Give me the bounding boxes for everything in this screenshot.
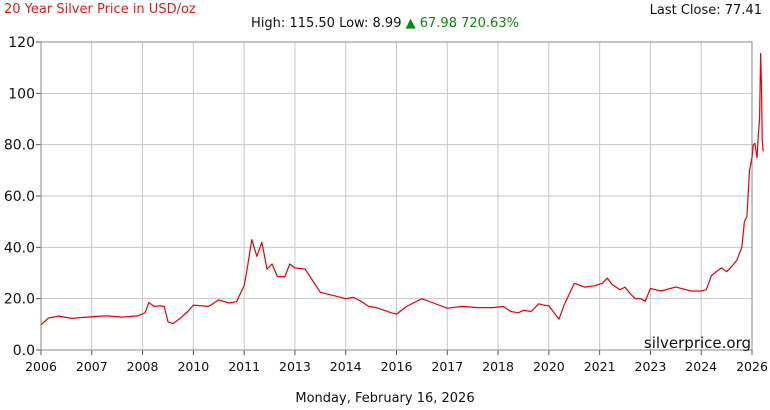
x-tick-label: 2023 [635,359,667,374]
chart-title: 20 Year Silver Price in USD/oz [4,2,196,17]
x-tick-label: 2011 [228,359,260,374]
last-close-value: 77.41 [724,3,762,18]
y-tick-label: 20.0 [4,292,35,308]
last-close-label: Last Close: [649,3,721,18]
plot-border [40,41,753,351]
x-tick-label: 2007 [76,359,108,374]
low-value: 8.99 [372,16,402,31]
y-tick-label: 120 [8,35,35,51]
series [40,52,764,326]
y-tick-label: 100 [8,86,35,102]
grid [40,41,753,351]
x-tick-label: 2026 [736,359,768,374]
axes [36,41,753,355]
x-tick-label: 2008 [127,359,159,374]
x-tick-label: 2018 [482,359,514,374]
x-tick-label: 2021 [584,359,616,374]
silver-price-line [40,52,764,326]
tick-labels: 2006 2007 2008 2010 2011 2013 2014 2016 2017 2018… [4,35,768,374]
y-tick-label: 60.0 [4,189,35,205]
low-label: Low: [339,16,369,31]
last-close: Last Close: 77.41 [650,3,762,18]
x-tick-label: 2013 [279,359,311,374]
watermark: silverprice.org [644,334,751,352]
change-percent: 720.63% [461,16,519,31]
change-value: 67.98 [419,16,457,31]
x-tick-label: 2020 [533,359,565,374]
up-arrow-icon: ▲ [405,16,416,31]
x-tick-label: 2017 [431,359,463,374]
x-tick-label: 2010 [177,359,209,374]
y-tick-label: 80.0 [4,138,35,154]
high-value: 115.50 [289,16,335,31]
y-tick-label: 40.0 [4,240,35,256]
price-stats: High: 115.50 Low: 8.99 ▲ 67.98 720.63% [0,16,770,31]
x-tick-label: 2006 [25,359,57,374]
high-label: High: [251,16,286,31]
x-tick-label: 2024 [685,359,717,374]
footer-date: Monday, February 16, 2026 [295,391,475,406]
x-tick-label: 2014 [330,359,362,374]
y-tick-label: 0.0 [13,343,35,359]
x-tick-label: 2016 [381,359,413,374]
